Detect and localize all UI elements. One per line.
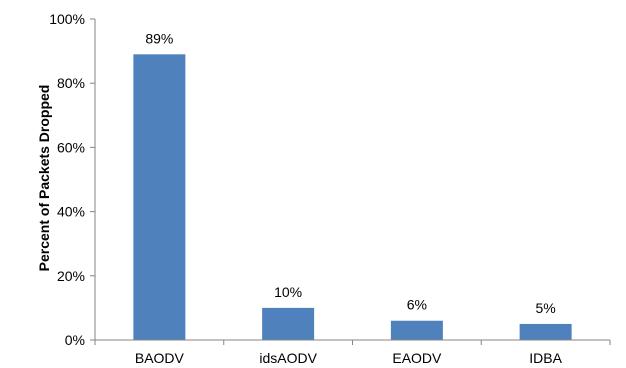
y-tick-label: 60%: [57, 139, 85, 155]
bars-group: [133, 54, 572, 341]
x-tick-label-baodv: BAODV: [135, 350, 185, 366]
y-axis: 0% 20% 40% 60% 80% 100%: [49, 11, 96, 348]
data-label-eaodv: 6%: [407, 297, 427, 313]
y-tick-label: 0%: [65, 332, 85, 348]
bar-baodv: [133, 54, 186, 341]
y-tick-label: 100%: [49, 11, 85, 27]
x-tick-label-eaodv: EAODV: [392, 350, 442, 366]
data-labels-group: 89% 10% 6% 5%: [145, 30, 555, 316]
y-tick-label: 80%: [57, 75, 85, 91]
data-label-baodv: 89%: [145, 30, 173, 46]
y-axis-title: Percent of Packets Dropped: [36, 85, 52, 272]
data-label-idba: 5%: [536, 300, 556, 316]
x-axis: BAODV idsAODV EAODV IDBA: [94, 339, 611, 366]
y-tick-label: 20%: [57, 268, 85, 284]
data-label-idsaodv: 10%: [274, 284, 302, 300]
x-tick-label-idba: IDBA: [529, 350, 562, 366]
bar-idsaodv: [262, 307, 315, 340]
y-tick-label: 40%: [57, 204, 85, 220]
bar-eaodv: [390, 320, 443, 340]
x-tick-label-idsaodv: idsAODV: [259, 350, 317, 366]
bar-idba: [519, 323, 572, 340]
